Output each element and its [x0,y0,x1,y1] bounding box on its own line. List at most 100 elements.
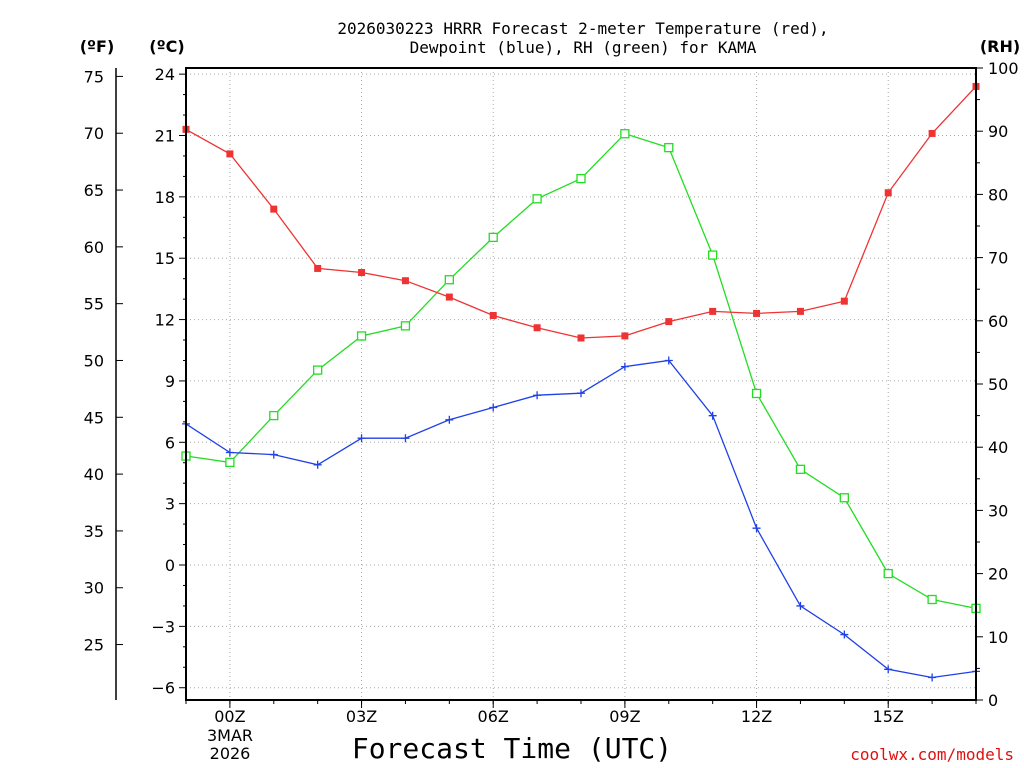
temperature-point [314,264,322,272]
grid-lines [186,68,976,700]
dewpoint-line [185,359,977,679]
rh-tick-label: 0 [988,691,998,710]
celsius-tick-label: 12 [155,311,175,330]
rh-point [269,410,279,421]
dewpoint-point [752,524,761,533]
chart-title-line1: 2026030223 HRRR Forecast 2-meter Tempera… [337,19,828,38]
rh-point [444,275,454,285]
dewpoint-point [445,415,454,424]
temperature-series [182,82,980,342]
dewpoint-point [664,356,673,365]
dewpoint-point [884,665,893,674]
celsius-unit-label: (ºC) [149,37,184,56]
dewpoint-point [708,411,717,420]
rh-tick-label: 60 [988,312,1008,331]
dewpoint-point [840,630,849,639]
rh-point [839,493,849,503]
time-tick-label: 09Z [609,707,640,726]
rh-point [225,457,235,468]
x-axis-title: Forecast Time (UTC) [352,732,672,765]
fahrenheit-tick-label: 70 [84,124,104,143]
fahrenheit-axis: 75 70 65 60 55 50 45 40 35 30 25 [84,67,123,655]
rh-tick-label: 90 [988,122,1008,141]
plot-frame [185,67,977,701]
date-label-day: 3MAR [207,726,253,745]
time-axis: 00Z 03Z 06Z 09Z 12Z 15Z [185,700,977,726]
celsius-tick-label: 21 [155,126,175,145]
rh-point [576,173,586,184]
fahrenheit-tick-label: 30 [84,579,104,598]
rh-tick-label: 20 [988,565,1008,584]
dewpoint-point [269,450,278,459]
rh-tick-label: 50 [988,375,1008,394]
celsius-tick-label: −3 [151,617,175,636]
temperature-point [577,334,585,342]
celsius-tick-label: 18 [155,188,175,207]
fahrenheit-tick-label: 35 [84,522,104,541]
dewpoint-point [928,673,937,682]
rh-point [708,250,718,260]
rh-point [927,594,937,605]
temperature-point [489,311,497,319]
dewpoint-point [313,460,322,469]
rh-point [400,321,411,331]
fahrenheit-tick-label: 75 [84,67,104,86]
temperature-point [928,129,936,137]
rh-point [795,464,806,474]
temperature-point [753,309,761,317]
celsius-tick-label: 9 [165,372,175,391]
rh-tick-label: 100 [988,59,1019,78]
temperature-point [533,324,541,332]
chart-title-line2: Dewpoint (blue), RH (green) for KAMA [410,38,757,57]
fahrenheit-tick-label: 40 [84,465,104,484]
rh-tick-label: 10 [988,628,1008,647]
rh-unit-label: (RH) [980,37,1020,56]
rh-point [751,388,762,399]
fahrenheit-tick-label: 65 [84,181,104,200]
fahrenheit-tick-label: 55 [84,295,104,314]
date-label-year: 2026 [210,744,251,763]
rh-point [532,194,542,204]
temperature-point [665,318,673,326]
credit-link[interactable]: coolwx.com/models [850,745,1014,764]
fahrenheit-tick-label: 45 [84,408,104,427]
temperature-point [709,307,717,315]
temperature-point [226,150,234,158]
temperature-point [796,307,804,315]
dewpoint-point [357,434,366,443]
fahrenheit-tick-label: 60 [84,238,104,257]
rh-point [620,129,630,139]
dewpoint-series [182,356,980,682]
rh-point [313,365,323,375]
temperature-line [185,85,977,339]
temperature-point [401,277,409,285]
dewpoint-point [225,448,234,457]
celsius-tick-label: 0 [165,556,175,575]
time-tick-label: 12Z [741,707,772,726]
fahrenheit-tick-label: 50 [84,351,104,370]
rh-tick-label: 80 [988,185,1008,204]
rh-tick-label: 30 [988,501,1008,520]
rh-point [883,568,893,579]
fahrenheit-unit-label: (ºF) [80,37,115,56]
temperature-point [884,189,892,197]
temperature-point [358,269,366,277]
time-tick-label: 15Z [873,707,904,726]
celsius-tick-label: 6 [165,433,175,452]
temperature-point [621,332,629,340]
fahrenheit-tick-label: 25 [84,636,104,655]
time-tick-label: 03Z [346,707,377,726]
dewpoint-point [796,601,805,610]
rh-line [185,132,977,610]
rh-point [664,142,674,153]
dewpoint-point [533,391,542,400]
rh-tick-label: 70 [988,249,1008,268]
dewpoint-point [577,389,585,398]
rh-tick-label: 40 [988,438,1008,457]
temperature-point [840,297,848,305]
celsius-tick-label: 24 [155,65,175,84]
time-tick-label: 06Z [478,707,509,726]
celsius-axis: 24 21 18 15 12 9 6 3 0 −3 −6 [151,65,186,698]
